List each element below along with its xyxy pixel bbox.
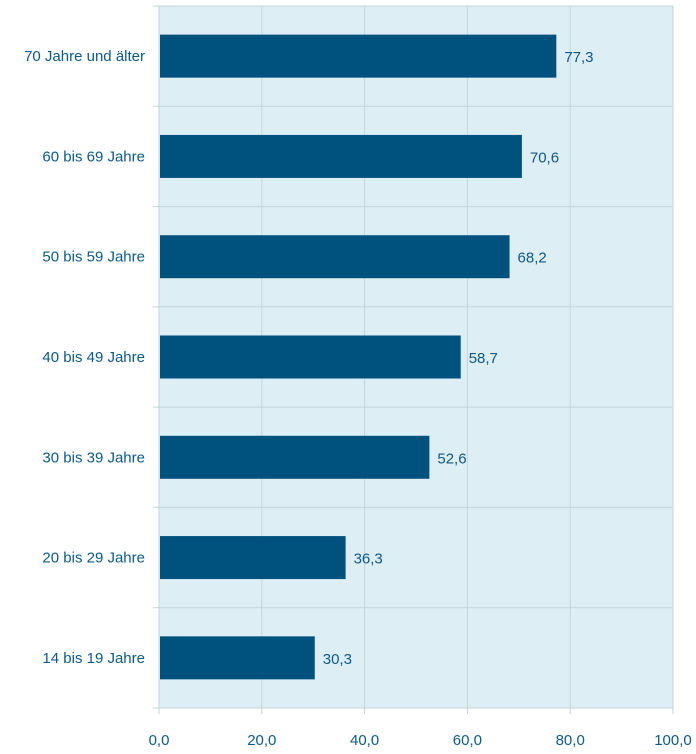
category-label: 40 bis 49 Jahre: [42, 349, 145, 366]
category-label: 50 bis 59 Jahre: [42, 249, 145, 266]
x-tick-label: 100,0: [654, 732, 692, 749]
data-label: 36,3: [354, 551, 383, 568]
data-label: 70,6: [530, 149, 559, 166]
bar: [160, 335, 461, 379]
x-tick-label: 80,0: [556, 732, 585, 749]
bar: [160, 636, 315, 680]
data-label: 58,7: [469, 350, 498, 367]
data-label: 30,3: [323, 651, 352, 668]
data-label: 68,2: [518, 250, 547, 267]
x-tick-label: 60,0: [453, 732, 482, 749]
bar: [160, 435, 430, 479]
x-tick-label: 40,0: [350, 732, 379, 749]
x-tick-label: 20,0: [247, 732, 276, 749]
data-label: 77,3: [564, 49, 593, 66]
bar: [160, 235, 510, 279]
category-label: 60 bis 69 Jahre: [42, 148, 145, 165]
category-label: 14 bis 19 Jahre: [42, 650, 145, 667]
bar: [160, 34, 557, 78]
category-label: 20 bis 29 Jahre: [42, 550, 145, 567]
x-tick-label: 0,0: [149, 732, 170, 749]
data-label: 52,6: [437, 450, 466, 467]
category-label: 30 bis 39 Jahre: [42, 449, 145, 466]
category-label: 70 Jahre und älter: [24, 48, 145, 65]
bar: [160, 134, 522, 178]
bar: [160, 536, 346, 580]
